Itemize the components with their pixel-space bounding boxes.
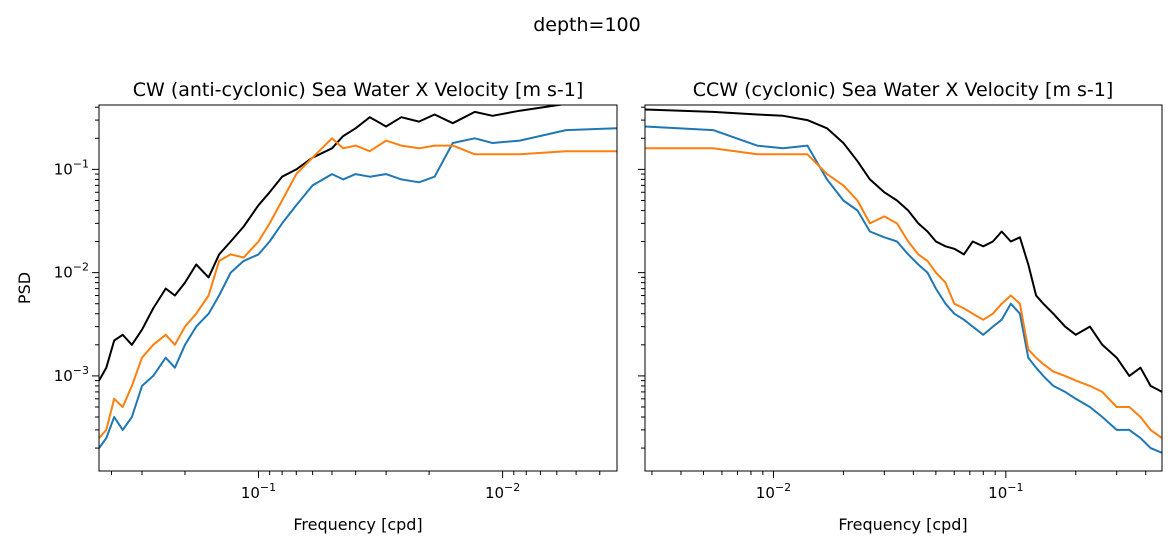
ccw-panel-title: CCW (cyclonic) Sea Water X Velocity [m s…	[693, 79, 1114, 101]
ccw-x-tick-label: 10−1	[988, 481, 1023, 502]
cw-x-tick-label: 10−2	[485, 481, 520, 502]
cw-series-line-1	[99, 105, 566, 382]
ccw-series-line-2	[645, 125, 1162, 454]
cw-y-tick-label: 10−2	[54, 261, 89, 282]
ccw-ticks-group: 10−2 10−1	[638, 106, 1147, 502]
ccw-axes-frame	[644, 104, 1163, 472]
cw-y-tick-label: 10−1	[54, 157, 89, 178]
cw-y-axis-label: PSD	[15, 272, 34, 304]
cw-panel-title: CW (anti-cyclonic) Sea Water X Velocity …	[133, 79, 584, 101]
cw-series-line-3	[99, 137, 617, 439]
cw-axes-frame	[98, 104, 618, 472]
cw-x-tick-label: 10−1	[241, 481, 276, 502]
ccw-panel: CCW (cyclonic) Sea Water X Velocity [m s…	[638, 79, 1163, 534]
figure-suptitle: depth=100	[533, 14, 641, 36]
cw-ticks-group: 10−1 10−2 10−3 10−1 10−2	[54, 106, 601, 502]
cw-panel: CW (anti-cyclonic) Sea Water X Velocity …	[15, 79, 618, 534]
ccw-x-axis-label: Frequency [cpd]	[838, 515, 967, 534]
cw-series-line-2	[99, 127, 617, 449]
ccw-series-group	[645, 108, 1162, 454]
ccw-x-tick-label: 10−2	[756, 481, 791, 502]
cw-series-group	[99, 105, 617, 449]
ccw-series-line-1	[645, 108, 1162, 393]
cw-y-tick-label: 10−3	[54, 364, 89, 385]
cw-x-axis-label: Frequency [cpd]	[293, 515, 422, 534]
ccw-series-line-3	[645, 147, 1162, 439]
